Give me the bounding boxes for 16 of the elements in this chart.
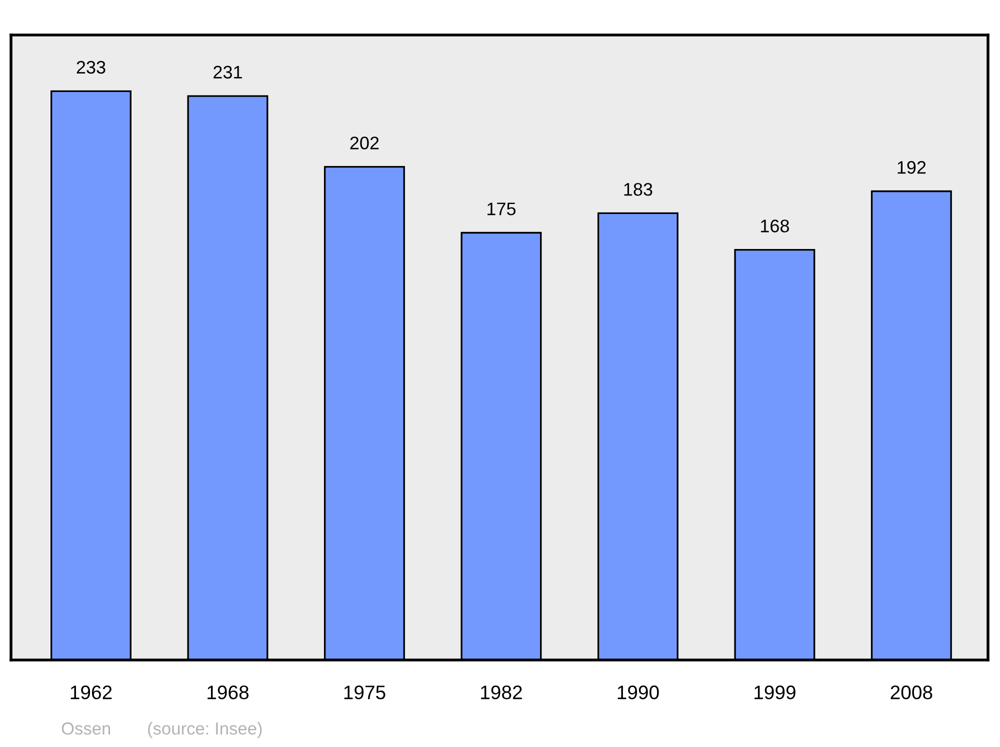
x-tick-label: 2008 xyxy=(890,686,932,700)
data-label: 202 xyxy=(350,136,379,150)
data-label: 231 xyxy=(214,66,242,79)
text: (source: Insee) xyxy=(148,722,262,738)
x-tick-label: 1968 xyxy=(208,686,249,700)
data-label: 183 xyxy=(624,182,652,196)
data-label: 175 xyxy=(488,202,516,216)
x-tick-label: 1999 xyxy=(754,686,796,700)
data-label: 192 xyxy=(898,161,926,174)
x-tick-label: 1962 xyxy=(70,686,112,700)
text: Ossen xyxy=(62,722,110,735)
data-label: 168 xyxy=(761,220,789,232)
x-tick-label: 1990 xyxy=(618,686,659,700)
data-label: 233 xyxy=(76,60,106,74)
x-tick-label: 1975 xyxy=(344,686,386,700)
x-tick-label: 1982 xyxy=(481,686,522,700)
